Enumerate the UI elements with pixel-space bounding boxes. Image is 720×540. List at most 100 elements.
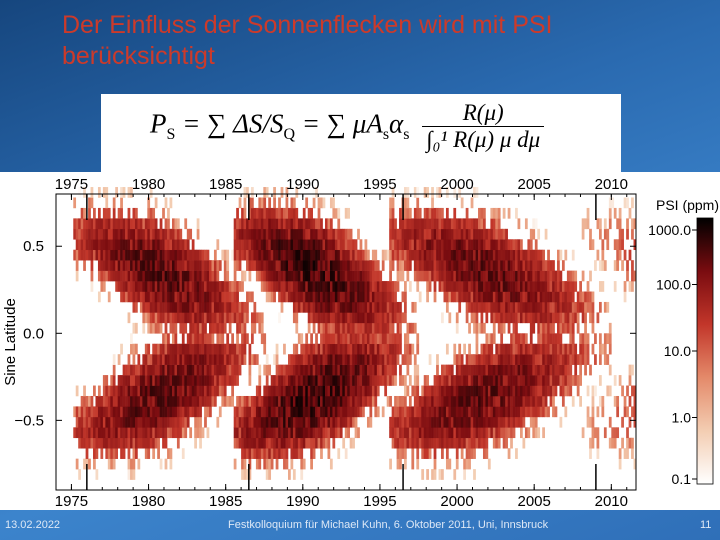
heatmap-cell xyxy=(448,458,452,470)
heatmap-cell xyxy=(172,385,175,397)
heatmap-cell xyxy=(134,427,138,439)
heatmap-cell xyxy=(172,239,175,251)
heatmap-cell xyxy=(275,448,279,459)
heatmap-cell xyxy=(389,281,392,292)
heatmap-cell xyxy=(204,333,207,345)
heatmap-cell xyxy=(339,312,343,324)
heatmap-cell xyxy=(475,218,479,230)
heatmap-cell xyxy=(492,395,496,407)
heatmap-cell xyxy=(164,458,168,470)
heatmap-cell xyxy=(389,312,392,324)
heatmap-cell xyxy=(391,239,395,251)
heatmap-cell xyxy=(312,260,316,271)
heatmap-cell xyxy=(327,270,331,282)
heatmap-cell xyxy=(413,239,417,251)
heatmap-cell xyxy=(78,416,81,428)
heatmap-cell xyxy=(436,187,439,198)
heatmap-cell xyxy=(453,187,457,198)
heatmap-cell xyxy=(445,375,449,386)
heatmap-cell xyxy=(421,239,425,251)
heatmap-cell xyxy=(475,249,479,261)
heatmap-cell xyxy=(438,207,442,219)
heatmap-cell xyxy=(631,437,634,449)
heatmap-cell xyxy=(152,385,156,397)
heatmap-cell xyxy=(347,207,350,219)
heatmap-cell xyxy=(149,427,153,439)
heatmap-cell xyxy=(280,239,284,251)
heatmap-cell xyxy=(243,249,247,261)
heatmap-cell xyxy=(172,375,175,386)
heatmap-cell xyxy=(347,301,350,313)
heatmap-cell xyxy=(181,395,185,407)
heatmap-cell xyxy=(616,260,620,271)
heatmap-cell xyxy=(401,312,405,324)
heatmap-cell xyxy=(465,437,469,449)
heatmap-cell xyxy=(325,291,328,303)
heatmap-cell xyxy=(487,406,491,418)
heatmap-cell xyxy=(473,448,476,459)
heatmap-cell xyxy=(438,218,442,230)
heatmap-cell xyxy=(159,343,163,355)
heatmap-cell xyxy=(591,416,595,428)
heatmap-cell xyxy=(218,312,222,324)
heatmap-cell xyxy=(376,322,380,334)
heatmap-cell xyxy=(534,364,538,376)
heatmap-cell xyxy=(369,270,373,282)
heatmap-cell xyxy=(285,270,289,282)
heatmap-cell xyxy=(134,228,138,240)
heatmap-cell xyxy=(344,448,348,459)
heatmap-cell xyxy=(598,281,602,292)
heatmap-cell xyxy=(255,437,259,449)
heatmap-cell xyxy=(549,333,553,345)
heatmap-cell xyxy=(468,437,471,449)
heatmap-cell xyxy=(349,364,353,376)
heatmap-cell xyxy=(213,301,217,313)
heatmap-cell xyxy=(255,239,259,251)
heatmap-cell xyxy=(470,385,474,397)
heatmap-cell xyxy=(549,270,553,282)
heatmap-cell xyxy=(115,437,118,449)
heatmap-cell xyxy=(332,312,336,324)
heatmap-cell xyxy=(586,281,590,292)
heatmap-cell xyxy=(547,260,550,271)
heatmap-cell xyxy=(349,406,353,418)
heatmap-cell xyxy=(589,291,592,303)
heatmap-cell xyxy=(534,301,538,313)
heatmap-cell xyxy=(396,448,400,459)
heatmap-cell xyxy=(366,281,370,292)
heatmap-cell xyxy=(517,312,521,324)
heatmap-cell xyxy=(539,260,543,271)
heatmap-cell xyxy=(112,458,116,470)
heatmap-cell xyxy=(209,291,212,303)
heatmap-cell xyxy=(576,312,580,324)
heatmap-cell xyxy=(389,333,392,345)
heatmap-cell xyxy=(174,270,178,282)
heatmap-cell xyxy=(206,312,210,324)
heatmap-cell xyxy=(332,364,336,376)
heatmap-cell xyxy=(529,260,533,271)
heatmap-cell xyxy=(90,260,94,271)
heatmap-cell xyxy=(288,249,291,261)
heatmap-cell xyxy=(334,343,338,355)
heatmap-cell xyxy=(482,322,486,334)
heatmap-cell xyxy=(172,301,175,313)
heatmap-cell xyxy=(172,395,175,407)
heatmap-cell xyxy=(209,406,212,418)
heatmap-cell xyxy=(243,270,247,282)
heatmap-cell xyxy=(460,291,464,303)
heatmap-cell xyxy=(408,249,412,261)
heatmap-cell xyxy=(497,239,501,251)
heatmap-cell xyxy=(209,270,212,282)
heatmap-cell xyxy=(396,312,400,324)
heatmap-cell xyxy=(426,218,429,230)
heatmap-cell xyxy=(408,406,412,418)
heatmap-cell xyxy=(253,301,257,313)
heatmap-cell xyxy=(364,291,368,303)
heatmap-cell xyxy=(174,416,178,428)
heatmap-cell xyxy=(167,416,170,428)
heatmap-cell xyxy=(591,291,595,303)
heatmap-cell xyxy=(473,322,476,334)
heatmap-cell xyxy=(532,385,536,397)
heatmap-cell xyxy=(270,375,274,386)
heatmap-cell xyxy=(485,312,489,324)
